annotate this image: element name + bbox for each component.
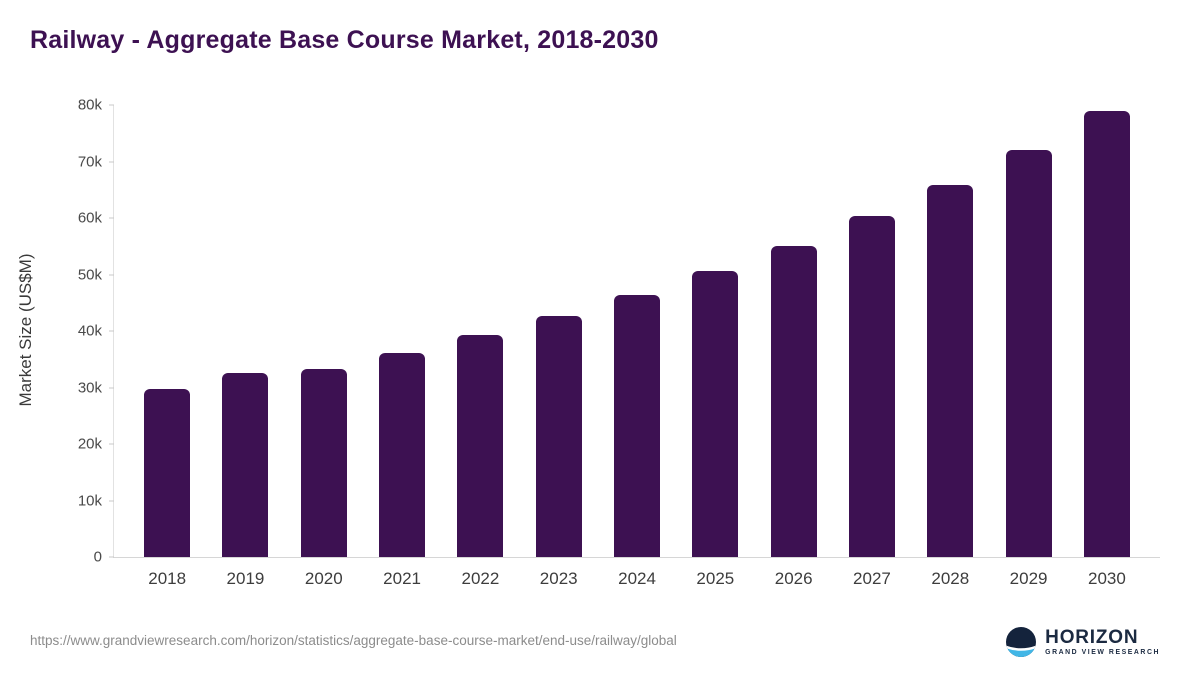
logo-subtitle: GRAND VIEW RESEARCH [1045, 649, 1160, 657]
y-tick-label: 50k [77, 266, 102, 283]
bar-column: 2028 [911, 105, 989, 588]
bar-2023 [535, 316, 582, 557]
y-axis-title: Market Size (US$M) [16, 253, 35, 407]
plot-area: 0 10k 20k 30k 40k 50k 60k 70k 80k 2018 2019 2020 20… [78, 97, 1160, 588]
y-tick: 10k [78, 492, 114, 509]
x-axis-label: 2022 [461, 569, 500, 588]
y-tick: 70k [78, 153, 114, 170]
y-tick: 30k [78, 379, 114, 396]
y-tick-label: 70k [77, 153, 102, 170]
bar-2018 [144, 388, 191, 557]
x-axis-label: 2028 [931, 569, 970, 588]
x-axis-label: 2020 [304, 569, 343, 588]
bar-2020 [300, 368, 347, 557]
bars: 2018 2019 2020 2021 2022 2023 2024 2025 2026 2027… [114, 105, 1160, 588]
x-axis-label: 2025 [696, 569, 735, 588]
y-tick: 50k [78, 266, 114, 283]
y-tick-label: 40k [77, 322, 102, 340]
bar-column: 2018 [128, 105, 206, 588]
bar-2021 [379, 353, 426, 557]
y-tick: 20k [78, 436, 114, 453]
y-tick-label: 30k [77, 379, 102, 396]
horizon-logo-icon [1006, 627, 1037, 657]
y-tick-label: 10k [77, 492, 102, 509]
chart-title: Railway - Aggregate Base Course Market, … [30, 26, 659, 54]
bar-2027 [848, 216, 895, 557]
bar-column: 2023 [520, 105, 598, 588]
x-axis-label: 2030 [1087, 569, 1126, 588]
y-tick-label: 20k [77, 435, 102, 453]
x-axis-label: 2018 [148, 569, 187, 588]
bar-column: 2021 [363, 105, 441, 588]
bar-column: 2020 [285, 105, 363, 588]
bar-2019 [222, 372, 269, 557]
x-axis-label: 2021 [383, 569, 421, 588]
bar-column: 2029 [989, 105, 1067, 588]
x-axis-label: 2027 [853, 569, 891, 588]
bar-column: 2022 [441, 105, 519, 588]
bar-column: 2027 [833, 105, 911, 588]
y-tick: 40k [78, 323, 114, 340]
bar-2022 [457, 334, 504, 557]
bar-column: 2030 [1068, 105, 1146, 588]
x-axis-label: 2029 [1009, 569, 1048, 588]
horizon-logo: HORIZON GRAND VIEW RESEARCH [1006, 627, 1160, 657]
x-axis-label: 2024 [618, 569, 656, 588]
bar-2029 [1005, 149, 1052, 557]
source-url: https://www.grandviewresearch.com/horizo… [30, 633, 677, 648]
x-axis-label: 2019 [226, 569, 265, 588]
bar-column: 2019 [206, 105, 284, 588]
bar-2026 [770, 245, 817, 557]
x-axis-label: 2023 [539, 569, 578, 588]
y-tick: 60k [78, 210, 114, 227]
y-tick-label: 0 [93, 548, 102, 566]
logo-name: HORIZON [1045, 626, 1139, 648]
bar-column: 2025 [676, 105, 754, 588]
horizon-logo-text: HORIZON GRAND VIEW RESEARCH [1045, 626, 1160, 657]
y-tick: 0 [94, 549, 114, 566]
bar-column: 2024 [598, 105, 676, 588]
y-tick: 80k [78, 97, 114, 114]
y-tick-label: 60k [77, 209, 102, 227]
bar-2030 [1083, 110, 1130, 557]
y-tick-label: 80k [77, 96, 102, 114]
bar-2028 [927, 184, 974, 557]
bar-2024 [614, 294, 661, 557]
x-axis-label: 2026 [774, 569, 813, 588]
bar-2025 [692, 271, 739, 557]
bar-column: 2026 [755, 105, 833, 588]
